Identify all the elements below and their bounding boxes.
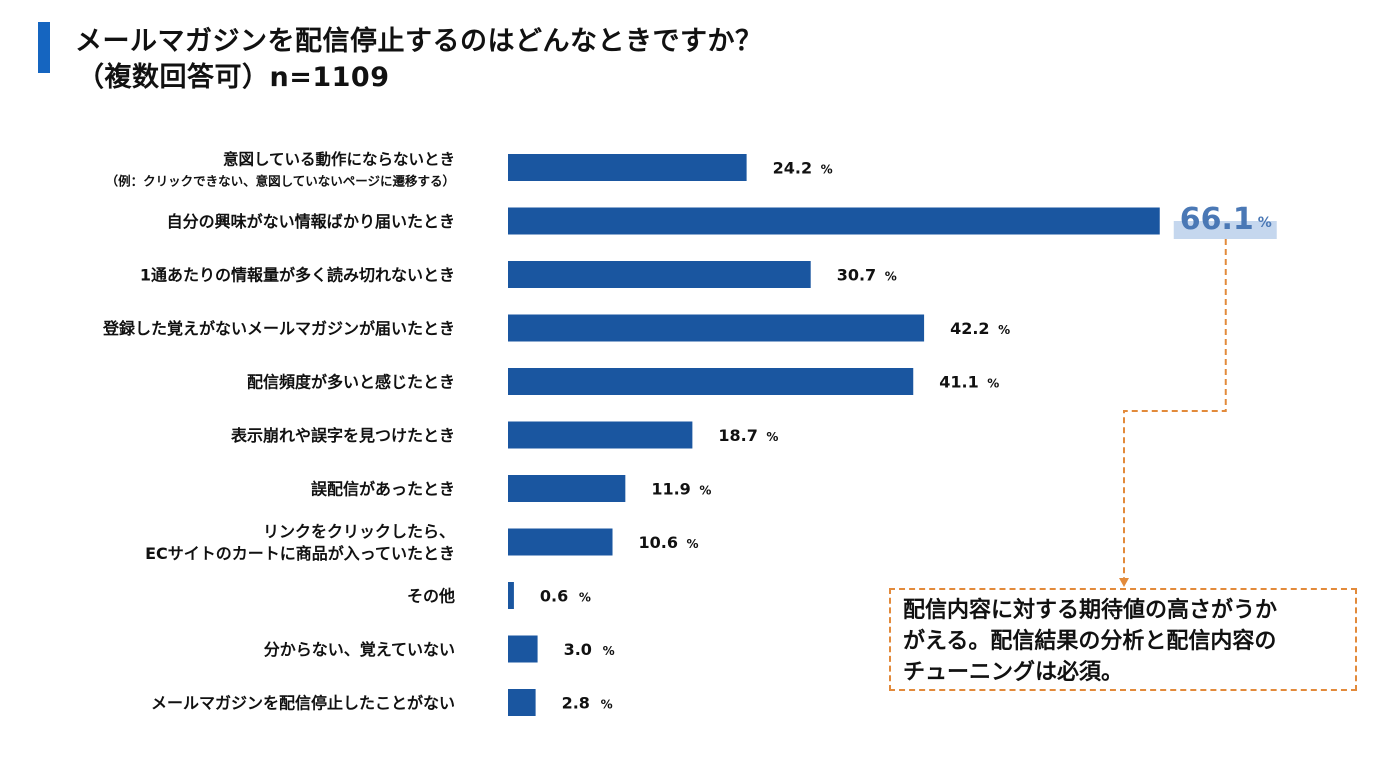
- category-label-1: 自分の興味がない情報ばかり届いたとき: [167, 212, 455, 231]
- callout-box: 配信内容に対する期待値の高さがうか がえる。配信結果の分析と配信内容の チューニ…: [889, 588, 1357, 691]
- category-label-9: 分からない、覚えていない: [264, 640, 455, 659]
- value-unit-8: %: [579, 591, 591, 605]
- category-label-0: 意図している動作にならないとき: [223, 150, 455, 169]
- value-unit-6: %: [699, 484, 711, 498]
- highlight-label-background: [1173, 221, 1277, 239]
- bar-3: [508, 314, 925, 342]
- title-accent-bar: [38, 22, 50, 73]
- bar-9: [508, 635, 538, 663]
- bar-1: [508, 207, 1160, 235]
- bar-5: [508, 421, 693, 449]
- category-label-3: 登録した覚えがないメールマガジンが届いたとき: [102, 319, 455, 338]
- category-sublabel-0: （例：クリックできない、意図していないページに遷移する）: [106, 174, 455, 189]
- callout-line-3: チューニングは必須。: [903, 660, 1124, 685]
- value-label-5: 18.7: [718, 426, 757, 445]
- bar-8: [508, 582, 514, 609]
- value-unit-5: %: [766, 430, 778, 444]
- value-label-1: 66.1: [1180, 202, 1254, 237]
- chart-title-line-2: （複数回答可）n=1109: [77, 62, 390, 93]
- value-unit-10: %: [601, 698, 613, 712]
- value-unit-7: %: [687, 537, 699, 551]
- callout-arrowhead: [1119, 578, 1129, 587]
- value-label-2: 30.7: [837, 266, 876, 285]
- value-unit-3: %: [998, 323, 1010, 337]
- category-label-6: 誤配信があったとき: [311, 480, 455, 499]
- callout-line-1: 配信内容に対する期待値の高さがうか: [903, 598, 1278, 623]
- bar-2: [508, 261, 811, 288]
- category-label-7-line2: ECサイトのカートに商品が入っていたとき: [145, 544, 455, 563]
- category-label-2: 1通あたりの情報量が多く読み切れないとき: [140, 266, 455, 285]
- value-label-6: 11.9: [651, 480, 690, 499]
- value-label-10: 2.8: [562, 694, 590, 713]
- bar-10: [508, 689, 536, 716]
- category-label-4: 配信頻度が多いと感じたとき: [247, 373, 455, 392]
- category-label-10: メールマガジンを配信停止したことがない: [151, 694, 455, 713]
- chart-title-line-1: メールマガジンを配信停止するのはどんなときですか？: [75, 26, 763, 57]
- chart-title: メールマガジンを配信停止するのはどんなときですか？ （複数回答可）n=1109: [75, 24, 763, 96]
- value-unit-0: %: [821, 163, 833, 177]
- category-label-8: その他: [407, 587, 455, 606]
- category-label-5: 表示崩れや誤字を見つけたとき: [230, 426, 455, 445]
- value-label-0: 24.2: [773, 159, 812, 178]
- value-label-8: 0.6: [540, 587, 568, 606]
- callout-line-2: がえる。配信結果の分析と配信内容の: [903, 629, 1277, 654]
- category-label-7: リンクをクリックしたら、: [263, 522, 455, 541]
- value-label-3: 42.2: [950, 319, 989, 338]
- bar-7: [508, 528, 613, 556]
- bar-4: [508, 368, 914, 395]
- callout-connector: [1123, 239, 1227, 580]
- bar-6: [508, 475, 626, 502]
- bar-0: [508, 154, 747, 181]
- value-label-4: 41.1: [939, 373, 978, 392]
- value-unit-1: %: [1258, 215, 1272, 231]
- value-label-9: 3.0: [564, 640, 592, 659]
- value-unit-2: %: [885, 270, 897, 284]
- value-label-7: 10.6: [639, 533, 678, 552]
- value-unit-9: %: [603, 644, 615, 658]
- value-unit-4: %: [987, 377, 999, 391]
